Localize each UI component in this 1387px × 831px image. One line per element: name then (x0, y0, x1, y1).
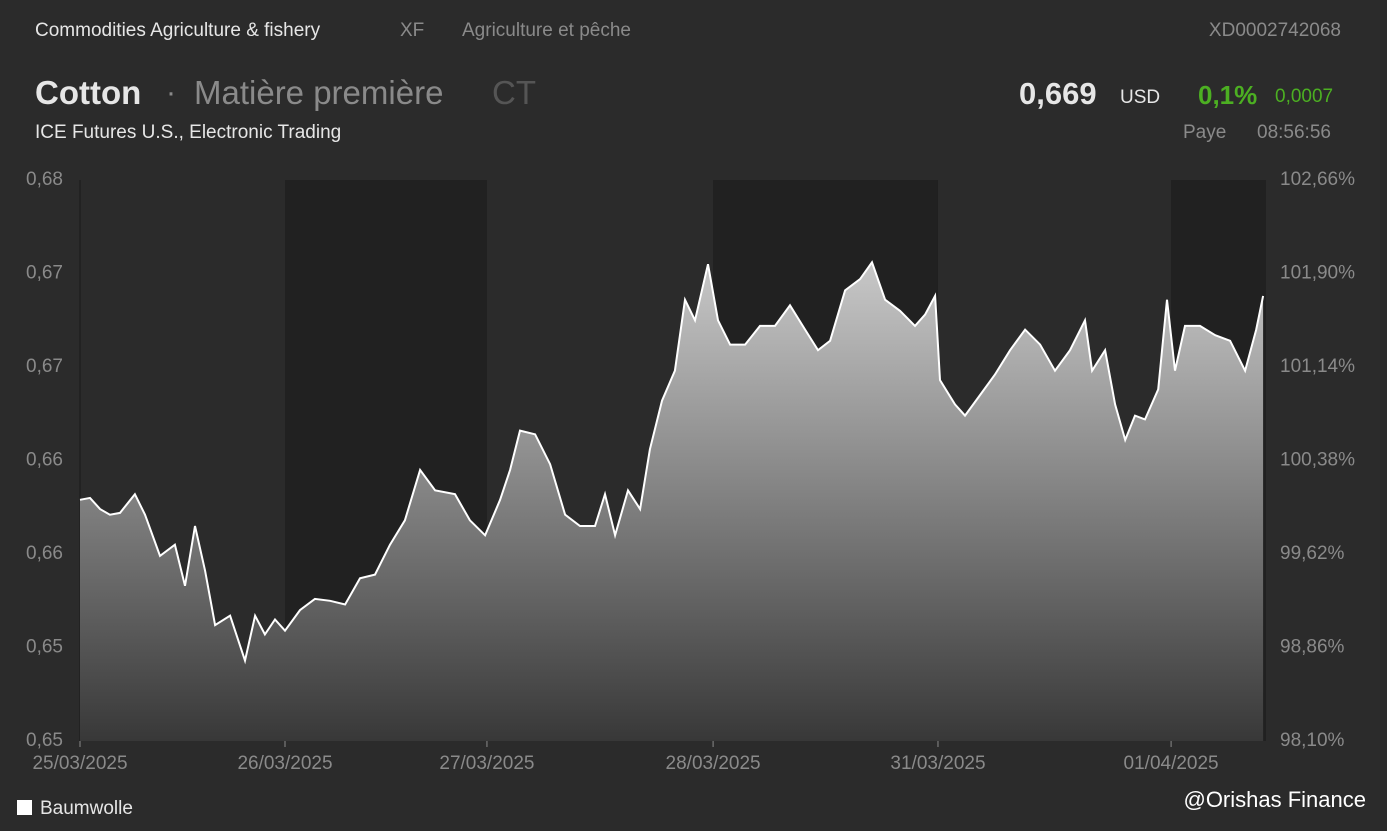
y2-tick-label: 98,86% (1280, 637, 1345, 658)
y-tick-label: 0,66 (26, 450, 63, 471)
x-tick-label: 27/03/2025 (439, 753, 534, 774)
area (80, 262, 1264, 741)
x-tick-label: 26/03/2025 (237, 753, 332, 774)
y2-tick-label: 102,66% (1280, 169, 1355, 190)
y-tick-label: 0,66 (26, 543, 63, 564)
title: Cotton (35, 74, 142, 111)
legend-swatch (17, 800, 32, 815)
y2-tick-label: 98,10% (1280, 730, 1345, 751)
legend-label[interactable]: Baumwolle (40, 798, 133, 819)
line (79, 260, 1265, 665)
price: 0,669 (1019, 76, 1097, 111)
y-tick-label: 0,65 (26, 637, 63, 658)
y2-tick-label: 99,62% (1280, 543, 1345, 564)
x-tick-label: 25/03/2025 (32, 753, 127, 774)
asset-class: Matière première (194, 74, 444, 111)
x-tick-label: 31/03/2025 (890, 753, 985, 774)
exchange: ICE Futures U.S., Electronic Trading (35, 122, 342, 143)
breadcrumb[interactable]: XF (400, 20, 425, 41)
y-tick-label: 0,65 (26, 730, 63, 751)
breadcrumb[interactable]: Commodities Agriculture & fishery (35, 20, 321, 41)
isin: XD0002742068 (1208, 20, 1341, 41)
separator: · (166, 76, 176, 109)
change-abs: 0,0007 (1275, 86, 1334, 107)
x-tick-label: 01/04/2025 (1124, 753, 1219, 774)
currency: USD (1120, 87, 1161, 108)
y2-tick-label: 101,14% (1280, 356, 1355, 377)
y2-tick-label: 100,38% (1280, 450, 1355, 471)
watermark: @Orishas Finance (1183, 787, 1366, 812)
symbol: CT (492, 74, 536, 111)
breadcrumb[interactable]: Agriculture et pêche (462, 20, 631, 41)
x-tick-label: 28/03/2025 (666, 753, 761, 774)
y-tick-label: 0,68 (26, 169, 63, 190)
y-tick-label: 0,67 (26, 356, 63, 377)
y-tick-label: 0,67 (26, 263, 63, 284)
time: 08:56:56 (1257, 122, 1331, 143)
market-status: Paye (1183, 122, 1227, 143)
y2-tick-label: 101,90% (1280, 263, 1355, 284)
change-pct: 0,1% (1198, 80, 1258, 110)
